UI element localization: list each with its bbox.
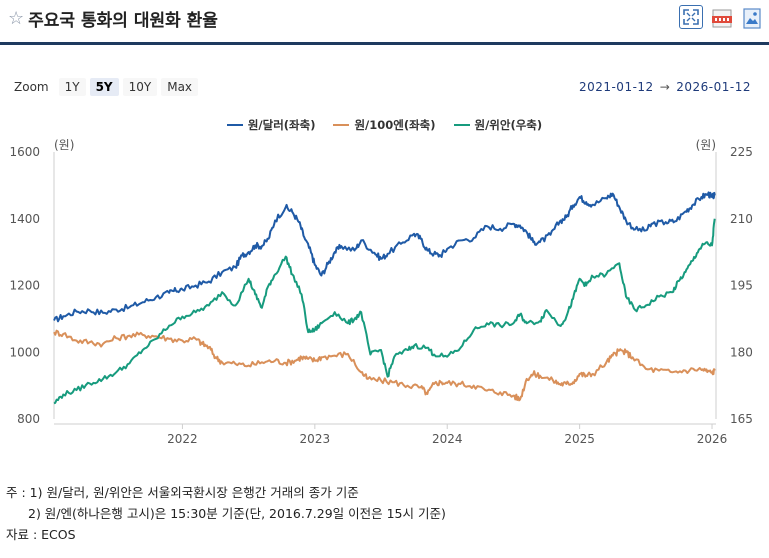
range-to[interactable]: 2026-01-12 xyxy=(676,80,751,94)
x-tick-label: 2026 xyxy=(697,432,728,446)
left-axis-unit: (원) xyxy=(54,138,74,152)
zoom-max-button[interactable]: Max xyxy=(161,78,199,96)
toolbar-icons xyxy=(679,5,763,29)
source-note: 자료 : ECOS xyxy=(6,527,76,542)
zoom-controls: Zoom 1Y 5Y 10Y Max xyxy=(14,78,199,96)
right-axis-unit: (원) xyxy=(696,138,716,152)
legend-label-usd: 원/달러(좌축) xyxy=(247,118,316,132)
right-tick-label: 225 xyxy=(730,145,753,159)
zoom-1y-button[interactable]: 1Y xyxy=(58,78,86,96)
left-tick-label: 1400 xyxy=(9,212,40,226)
fullscreen-icon[interactable] xyxy=(679,5,703,29)
legend-swatch-usd xyxy=(226,124,243,126)
x-tick-label: 2025 xyxy=(564,432,595,446)
zoom-label: Zoom xyxy=(14,80,49,94)
footnotes: 주 : 1) 원/달러, 원/위안은 서울외국환시장 은행간 거래의 종가 기준… xyxy=(6,482,446,545)
favorite-star-icon[interactable]: ☆ xyxy=(8,8,25,29)
chart-legend: 원/달러(좌축) 원/100엔(좌축) 원/위안(우축) xyxy=(0,117,769,133)
left-tick-label: 1600 xyxy=(9,145,40,159)
series-line-cny xyxy=(53,218,716,405)
header: ☆ 주요국 통화의 대원화 환율 xyxy=(0,0,769,45)
series-line-usd xyxy=(53,191,716,323)
right-tick-label: 210 xyxy=(730,212,753,226)
left-tick-label: 1200 xyxy=(9,279,40,293)
right-tick-label: 195 xyxy=(730,279,753,293)
legend-label-jpy: 원/100엔(좌축) xyxy=(354,118,436,132)
image-download-icon[interactable] xyxy=(739,5,763,29)
range-arrow: → xyxy=(659,80,671,94)
page-title-text: 주요국 통화의 대원화 환율 xyxy=(28,11,218,31)
x-tick-label: 2024 xyxy=(432,432,463,446)
legend-item-cny[interactable]: 원/위안(우축) xyxy=(453,117,543,133)
x-tick-label: 2023 xyxy=(300,432,331,446)
exchange-rate-chart: 800 1000 1200 1400 1600 (원) 165 180 195 210 225 (원)… xyxy=(9,138,753,446)
legend-label-cny: 원/위안(우축) xyxy=(474,118,543,132)
date-range: 2021-01-12 → 2026-01-12 xyxy=(579,80,751,94)
legend-item-jpy[interactable]: 원/100엔(좌축) xyxy=(333,117,436,133)
range-from[interactable]: 2021-01-12 xyxy=(578,80,654,94)
legend-swatch-cny xyxy=(453,124,470,126)
legend-item-usd[interactable]: 원/달러(좌축) xyxy=(226,117,316,133)
zoom-5y-button[interactable]: 5Y xyxy=(89,78,119,96)
right-tick-label: 180 xyxy=(730,345,753,359)
footnote-2: 2) 원/엔(하나은행 고시)은 15:30분 기준(단, 2016.7.29일… xyxy=(28,506,446,521)
legend-swatch-jpy xyxy=(333,124,350,126)
page-title: ☆ 주요국 통화의 대원화 환율 xyxy=(8,6,218,31)
left-tick-label: 800 xyxy=(17,412,40,426)
left-tick-label: 1000 xyxy=(9,345,40,359)
footnote-1: 주 : 1) 원/달러, 원/위안은 서울외국환시장 은행간 거래의 종가 기준 xyxy=(6,485,359,500)
series-line-jpy xyxy=(53,329,716,402)
x-tick-label: 2022 xyxy=(167,432,198,446)
zoom-10y-button[interactable]: 10Y xyxy=(122,78,158,96)
right-tick-label: 165 xyxy=(730,412,753,426)
data-download-icon[interactable] xyxy=(709,5,733,29)
